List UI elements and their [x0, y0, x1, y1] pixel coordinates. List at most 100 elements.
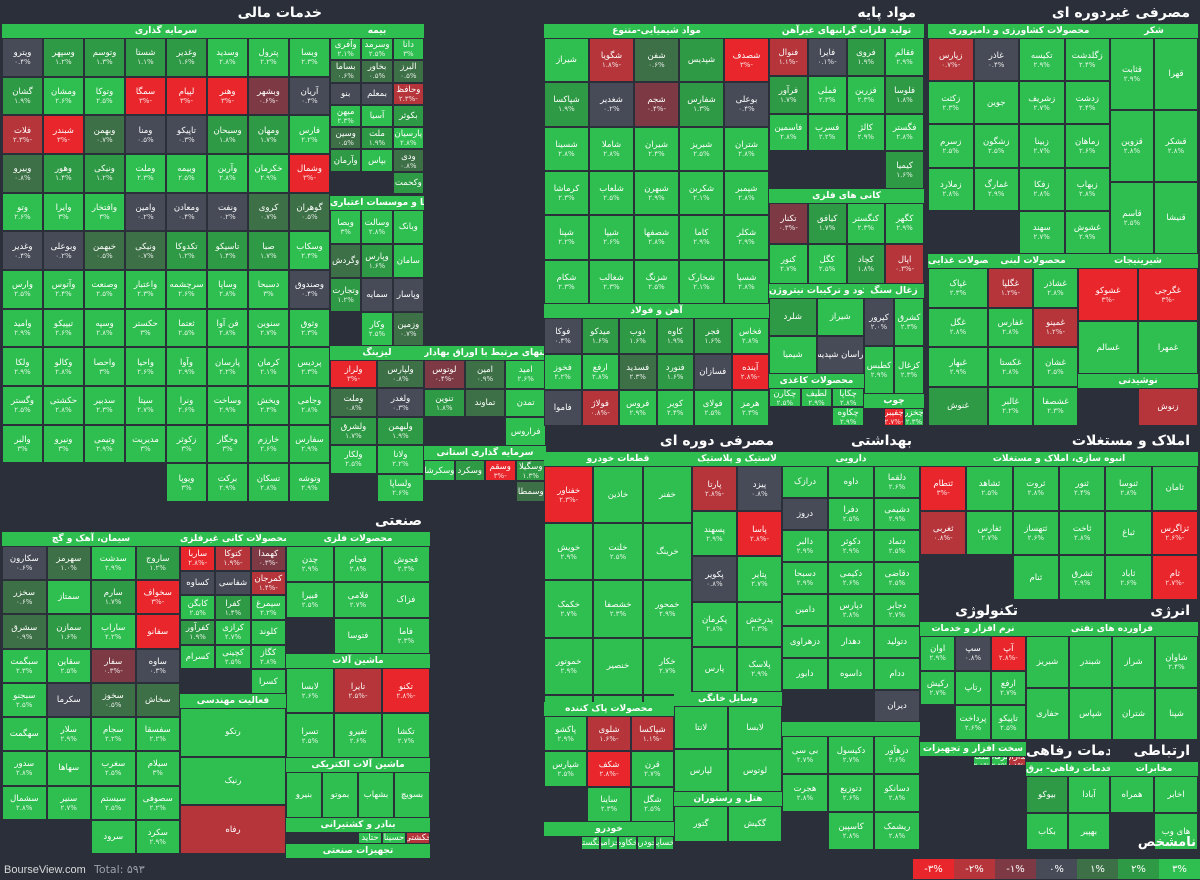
stock-tile[interactable]: تفیرو ۲.۶%	[334, 713, 382, 758]
stock-tile[interactable]: وسگیلا ۱.۳%	[515, 460, 546, 481]
stock-tile[interactable]: بکاب	[1026, 813, 1068, 850]
stock-tile[interactable]: پترول ۲.۲%	[248, 38, 289, 77]
stock-tile[interactable]: وتوسم ۱.۳%	[84, 38, 125, 77]
stock-tile[interactable]: شاملا ۲.۸%	[589, 126, 634, 171]
stock-tile[interactable]: واحصا ۳%	[84, 347, 125, 386]
stock-tile[interactable]: وسکاب ۲.۴%	[289, 231, 330, 270]
stock-tile[interactable]: سبگمت ۲.۳%	[2, 648, 47, 683]
stock-tile[interactable]: حکستر ۳%	[125, 308, 166, 348]
stock-tile[interactable]: غشوکو -۳%	[1078, 268, 1138, 321]
stock-tile[interactable]: خبهمن ۰.۵%	[84, 231, 125, 270]
stock-tile[interactable]: خزامیا	[599, 836, 619, 850]
stock-tile[interactable]: وبصا ۳%	[330, 210, 362, 244]
stock-tile[interactable]: کمرجان -۱.۴%	[250, 570, 286, 596]
stock-tile[interactable]: شلعاب ۲.۵%	[589, 170, 634, 216]
stock-tile[interactable]: کهمدا -۰.۳%	[250, 546, 286, 571]
stock-tile[interactable]: رکیش ۲.۷%	[920, 670, 956, 706]
stock-tile[interactable]: اوان ۲.۹%	[920, 636, 956, 671]
stock-tile[interactable]: لانتا	[674, 706, 728, 749]
stock-tile[interactable]: قرن ۲.۷%	[630, 751, 674, 787]
stock-tile[interactable]: فوکا ۰.۴%	[544, 318, 582, 354]
stock-tile[interactable]: سکرما	[46, 682, 91, 718]
stock-tile[interactable]: کاما ۲.۹%	[679, 215, 724, 260]
stock-tile[interactable]: دلقما ۲.۶%	[874, 466, 920, 498]
stock-tile[interactable]: شاوان ۲.۴%	[1155, 636, 1198, 688]
stock-tile[interactable]: وسرمد ۲.۵%	[361, 38, 393, 61]
industry-group[interactable]: محصولات کاغذی چکاپا ۲.۸% لطیف ۲.۹% چکارن ۲.۵% چ…	[769, 374, 864, 426]
stock-tile[interactable]: شپاکسا -۱.۱%	[630, 716, 674, 752]
stock-tile[interactable]: وامید ۲.۹%	[2, 308, 43, 348]
stock-tile[interactable]: زبینا ۲.۷%	[1019, 124, 1065, 168]
stock-tile[interactable]: وسپهر ۱.۲%	[43, 38, 84, 77]
stock-tile[interactable]: وغدیر ۱.۶%	[166, 38, 207, 77]
industry-group[interactable]: لیزینگ ولپارس ۰.۸% ولراز -۳% ولغدر ۰.۳% وملت ۰.۸…	[330, 346, 424, 502]
stock-tile[interactable]: فتوسا	[334, 618, 382, 654]
stock-tile[interactable]: ذوب ۱.۶%	[619, 318, 657, 354]
stock-tile[interactable]: ولبهمن ۱.۹%	[377, 416, 424, 446]
stock-tile[interactable]: تماوند	[464, 388, 506, 418]
industry-group[interactable]: فعالیت مهندسی رتکو رنیک رفاه	[180, 694, 286, 854]
stock-tile[interactable]: آبادا	[1068, 776, 1110, 813]
stock-tile[interactable]: لپیام -۳%	[166, 76, 207, 116]
stock-tile[interactable]: خراسان شپدیس	[816, 336, 864, 374]
stock-tile[interactable]: دزهراوی	[782, 626, 828, 658]
stock-tile[interactable]: فخوز ۲.۲%	[544, 354, 582, 390]
stock-tile[interactable]: شپاکسا ۱.۹%	[544, 82, 589, 127]
stock-tile[interactable]: وبانک	[392, 210, 424, 244]
stock-tile[interactable]: سخواف -۳%	[135, 580, 180, 615]
stock-tile[interactable]: وثوق ۲.۳%	[289, 308, 330, 348]
stock-tile[interactable]: ثشاهد ۲.۵%	[966, 466, 1013, 511]
stock-tile[interactable]: سهرمز ۱.۰%	[46, 546, 91, 581]
stock-tile[interactable]: مداران-۱.۱%	[1008, 756, 1026, 766]
stock-tile[interactable]: کگهر ۲.۹%	[885, 203, 924, 244]
stock-tile[interactable]: فبیرا ۲.۵%	[286, 582, 334, 618]
stock-tile[interactable]: فاما ۲.۳%	[382, 618, 430, 654]
stock-tile[interactable]: شفن ۰.۶%	[634, 38, 679, 83]
stock-tile[interactable]: کگل ۲.۵%	[807, 243, 847, 284]
industry-group[interactable]: تجهیزات صنعتیختوقافنر	[286, 844, 430, 868]
stock-tile[interactable]: کگاز ۲.۸%	[250, 644, 286, 670]
stock-tile[interactable]: وپارس ۱.۶%	[361, 244, 393, 278]
stock-tile[interactable]: ویخش ۲.۴%	[248, 385, 289, 425]
stock-tile[interactable]: داسوه	[828, 658, 874, 690]
stock-tile[interactable]: سخزر ۰.۶%	[2, 580, 47, 615]
stock-tile[interactable]: کابگن ۲.۵%	[180, 595, 216, 620]
stock-tile[interactable]: فاسمین ۲.۸%	[769, 113, 808, 152]
stock-tile[interactable]: زشگون ۲.۵%	[973, 124, 1019, 168]
stock-tile[interactable]: وزمین ۰.۷%	[392, 312, 424, 346]
stock-tile[interactable]: پیزد ۰.۸%	[737, 466, 782, 512]
stock-tile[interactable]: سارم ۱.۷%	[91, 580, 136, 615]
stock-tile[interactable]: وبیرو ۰.۸%	[2, 153, 43, 193]
stock-tile[interactable]: گشان ۱.۹%	[2, 76, 43, 116]
industry-group[interactable]: درهآور ۲.۶% دکیسول ۲.۷% بی سی ۲.۷% دسانکو ۲.۸% د…	[782, 722, 920, 850]
stock-tile[interactable]: غمارگ ۲.۹%	[973, 167, 1019, 211]
stock-tile[interactable]: وغدیر ۰.۴%	[2, 231, 43, 270]
stock-tile[interactable]: دامین	[782, 594, 828, 626]
stock-tile[interactable]: خفناور -۲.۳%	[544, 466, 594, 524]
stock-tile[interactable]: سخاش	[135, 682, 180, 718]
stock-tile[interactable]: شیپا ۲.۶%	[589, 215, 634, 260]
stock-tile[interactable]: شبندر -۳%	[43, 115, 84, 154]
industry-group[interactable]: چوب چخزر ۲.۳% چفیبر -۲.۷%	[864, 394, 924, 426]
stock-tile[interactable]: پلاسک ۲.۹%	[737, 646, 782, 692]
stock-tile[interactable]: حسینا	[382, 832, 406, 844]
stock-tile[interactable]: بخاور ۰.۵%	[361, 60, 393, 83]
stock-tile[interactable]: فگستر ۲.۸%	[885, 113, 924, 152]
stock-tile[interactable]: رفاه	[180, 805, 286, 854]
stock-tile[interactable]: وامین ۰.۲%	[125, 192, 166, 232]
stock-tile[interactable]: سشرق ۰.۹%	[2, 614, 47, 649]
industry-group[interactable]: محصولات فلزی فجوش ۲.۳% فجام ۲.۸% چدن ۲.۹% فزاک ف…	[286, 532, 430, 654]
stock-tile[interactable]: کچاد ۱.۸%	[846, 243, 886, 284]
stock-tile[interactable]: ولراز -۳%	[330, 360, 377, 389]
stock-tile[interactable]: فجر ۱.۶%	[694, 318, 732, 354]
stock-tile[interactable]: غشان ۲.۵%	[1033, 347, 1078, 387]
stock-tile[interactable]: دفرا ۲.۵%	[828, 498, 874, 530]
stock-tile[interactable]: ولغدر ۰.۳%	[377, 388, 424, 417]
stock-tile[interactable]: سمگا -۳%	[125, 76, 166, 116]
stock-tile[interactable]: وخگار ۳%	[207, 424, 248, 464]
stock-tile[interactable]: زنوش	[1138, 388, 1198, 426]
stock-tile[interactable]: فسرب ۲.۲%	[807, 113, 847, 152]
stock-tile[interactable]: ولشرق ۱.۷%	[330, 416, 377, 446]
stock-tile[interactable]: تنوین ۱.۸%	[424, 388, 465, 418]
stock-tile[interactable]: شتران	[1112, 688, 1155, 740]
